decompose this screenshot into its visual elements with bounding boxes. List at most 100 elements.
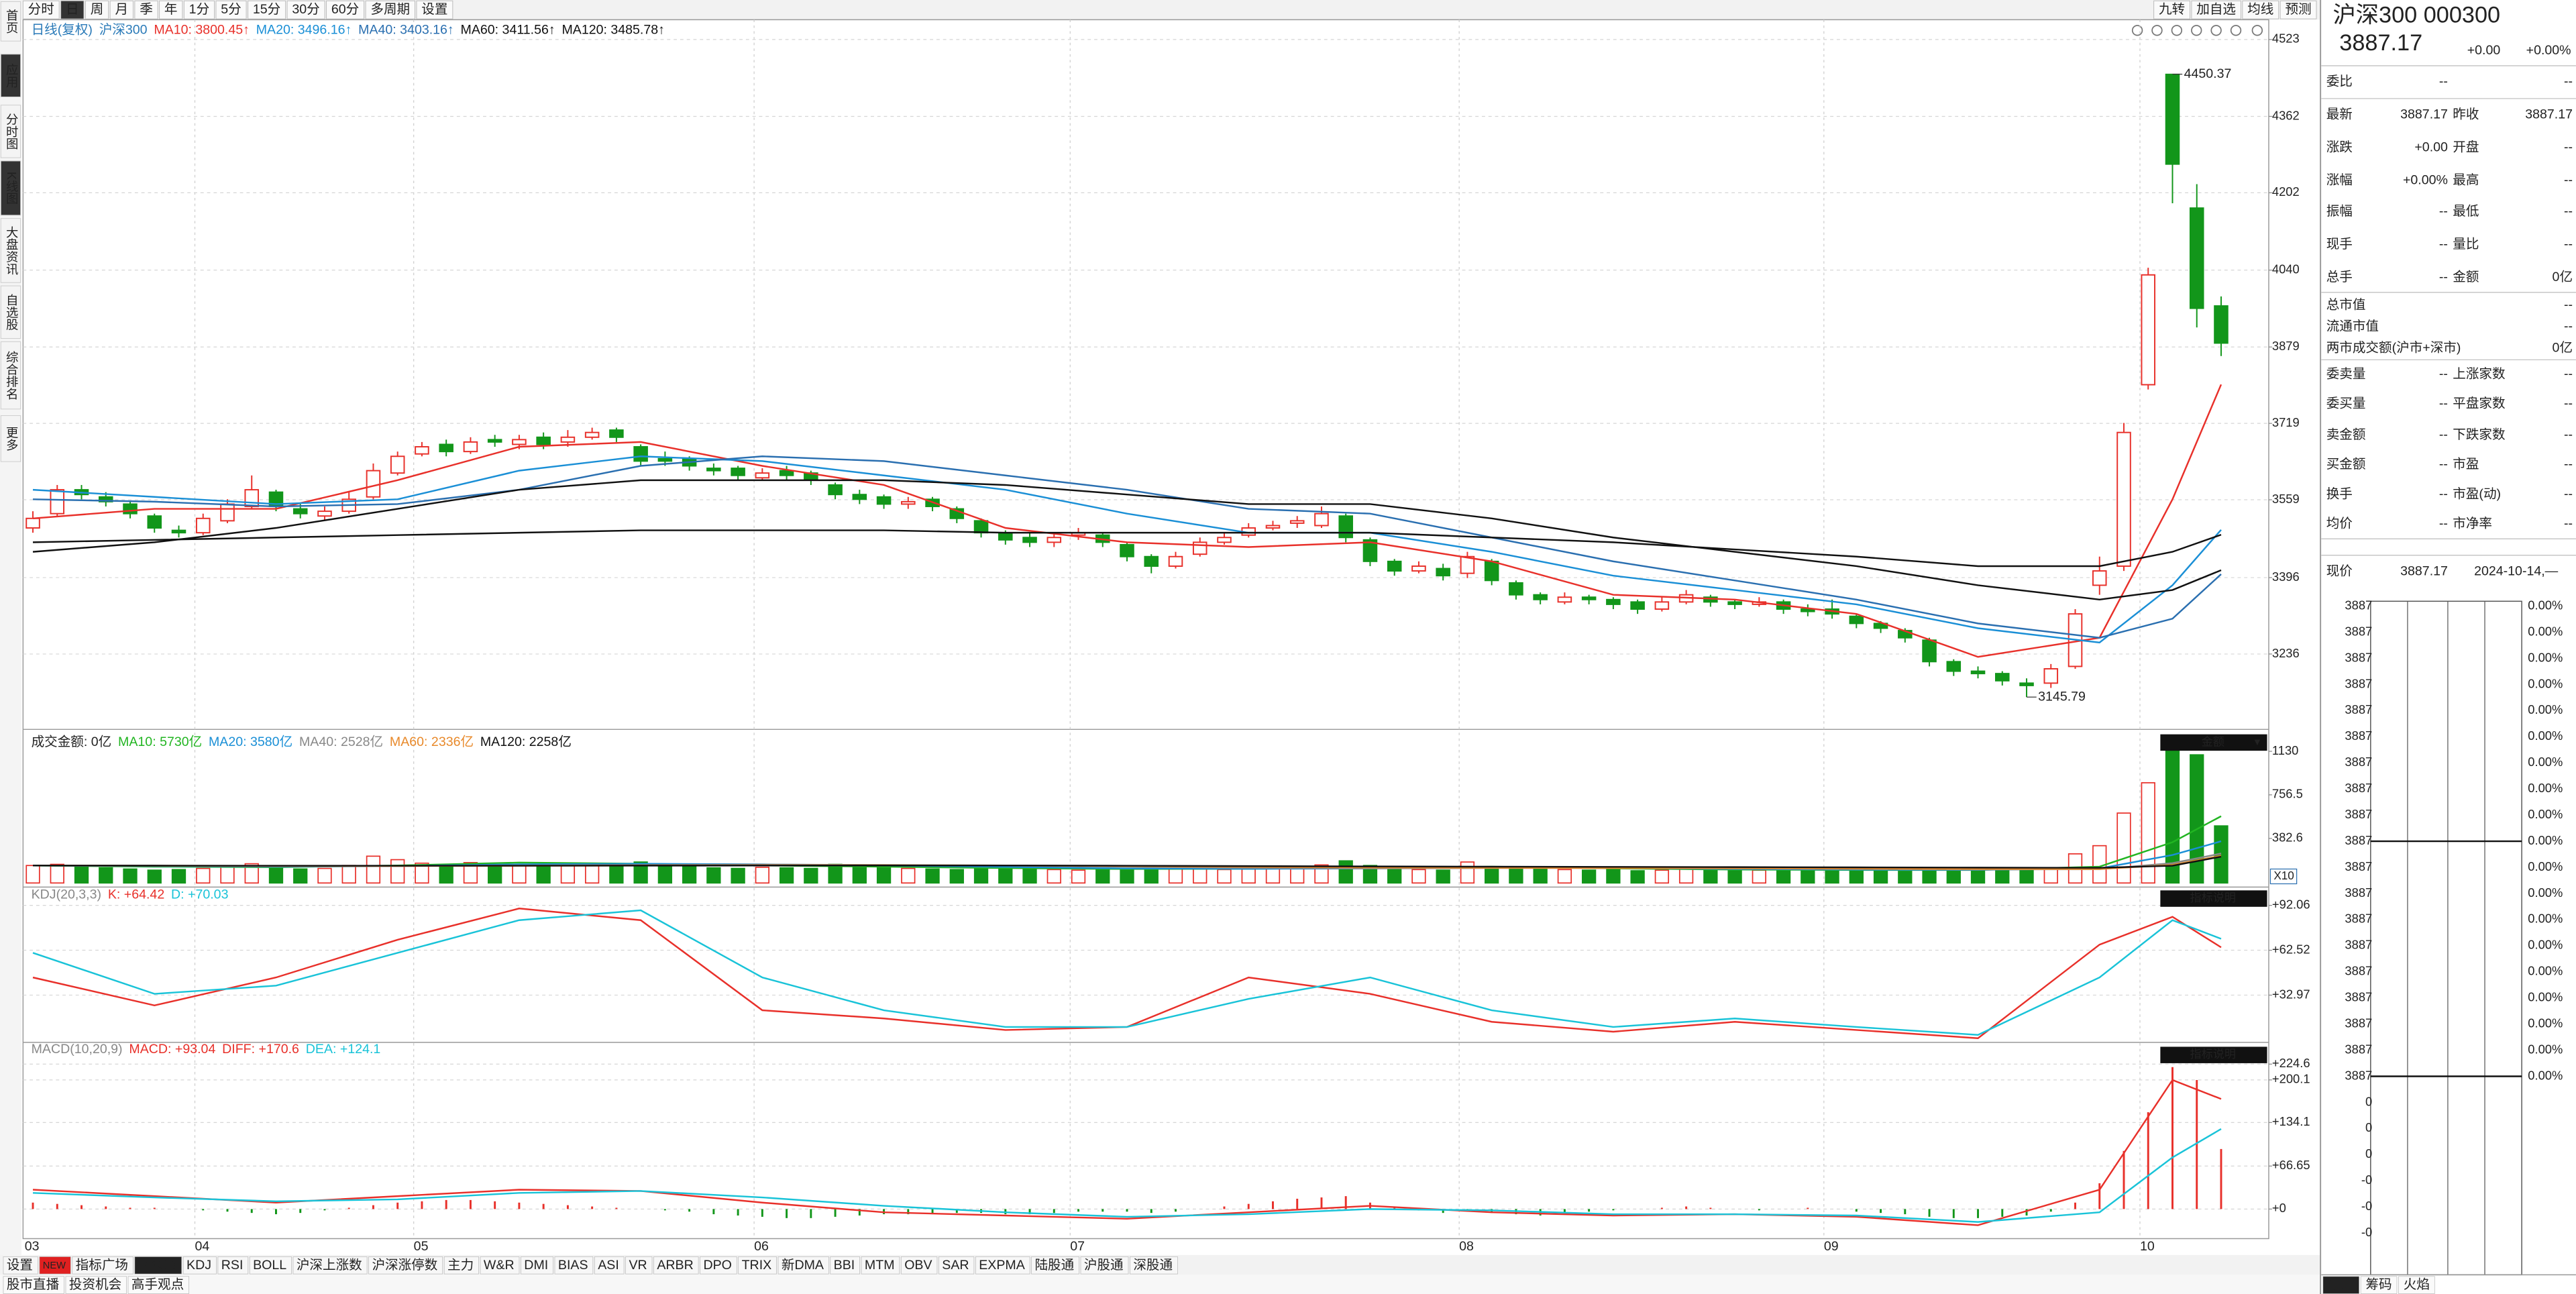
panel-tab[interactable]: 分时 <box>2328 1277 2354 1292</box>
panel-tab[interactable]: 筹码 <box>2365 1277 2392 1292</box>
tool-icon[interactable] <box>2230 25 2242 36</box>
indicator-tab[interactable]: 主力 <box>447 1258 474 1273</box>
sidebar-item[interactable]: 更多 <box>5 426 19 451</box>
legend-entry: MA120: 3485.78↑ <box>561 22 664 37</box>
tool-button-bg <box>2153 0 2190 19</box>
indicator-tab-bg <box>594 1256 625 1275</box>
panel-tab[interactable]: 火焰 <box>2404 1277 2430 1292</box>
volume-bar <box>804 867 818 884</box>
indicator-tab[interactable]: 设置 <box>7 1258 33 1273</box>
period-tab[interactable]: 分时 <box>28 2 54 17</box>
indicator-tab[interactable]: EXPMA <box>979 1258 1025 1273</box>
period-tab[interactable]: 1分 <box>189 2 209 17</box>
bottom-tab[interactable]: 股市直播 <box>7 1277 60 1292</box>
new-badge[interactable]: NEW <box>43 1260 66 1271</box>
ladder-pct: 0.00% <box>2528 650 2563 664</box>
indicator-tab[interactable]: BBI <box>834 1258 855 1273</box>
legend-entry: 沪深300 <box>99 22 148 37</box>
legend-entry: MA40: 3403.16↑ <box>358 22 454 37</box>
y-tick-label: 1130 <box>2272 743 2298 757</box>
period-tab[interactable]: 月 <box>115 2 128 17</box>
indicator-tab[interactable]: TRIX <box>742 1258 772 1273</box>
indicator-tab[interactable]: 沪股通 <box>1084 1258 1124 1273</box>
panel-button[interactable]: 指标说明 <box>2190 1047 2236 1061</box>
indicator-tab[interactable]: KDJ <box>186 1258 211 1273</box>
indicator-tab[interactable]: DMI <box>524 1258 548 1273</box>
tool-icon[interactable] <box>2191 25 2202 36</box>
period-tab[interactable]: 多周期 <box>370 2 410 17</box>
x-tick-label: 10 <box>2140 1239 2155 1254</box>
indicator-tab[interactable]: MACD <box>138 1258 177 1273</box>
x-tick-label: 03 <box>25 1239 40 1254</box>
period-tab[interactable]: 周 <box>91 2 104 17</box>
period-tab[interactable]: 日 <box>66 2 79 17</box>
indicator-tab[interactable]: 沪深上涨数 <box>297 1258 362 1273</box>
indicator-tab[interactable]: OBV <box>904 1258 932 1273</box>
indicator-tab[interactable]: DPO <box>703 1258 731 1273</box>
period-tab[interactable]: 30分 <box>292 2 319 17</box>
indicator-tab[interactable]: W&R <box>484 1258 515 1273</box>
sidebar-item[interactable]: 大盘资讯 <box>5 226 19 275</box>
bottom-tab[interactable]: 投资机会 <box>69 1277 121 1292</box>
sidebar-item[interactable]: K线图 <box>5 172 19 205</box>
y-tick-label: 3879 <box>2272 339 2300 353</box>
indicator-tab[interactable]: 陆股通 <box>1034 1258 1074 1273</box>
x-tick-label: 08 <box>1459 1239 1474 1254</box>
indicator-tab[interactable]: 沪深涨停数 <box>372 1258 437 1273</box>
legend-entry: MACD: +93.04 <box>129 1042 215 1057</box>
sidebar-item[interactable]: 首页 <box>5 9 19 34</box>
tool-button[interactable]: 预测 <box>2285 2 2311 17</box>
period-tab[interactable]: 15分 <box>253 2 280 17</box>
quote-label: 总手 <box>2326 270 2353 284</box>
period-tab[interactable]: 年 <box>164 2 178 17</box>
sidebar-item[interactable]: 自选股 <box>5 294 19 331</box>
y-tick-label: 3719 <box>2272 415 2300 429</box>
indicator-tab[interactable]: VR <box>629 1258 647 1273</box>
indicator-tab[interactable]: 深股通 <box>1133 1258 1173 1273</box>
indicator-tab[interactable]: MTM <box>865 1258 895 1273</box>
indicator-tab[interactable]: ASI <box>598 1258 619 1273</box>
sidebar-item-bg <box>0 54 21 97</box>
indicator-tab[interactable]: RSI <box>221 1258 244 1273</box>
sidebar-item[interactable]: 综合排名 <box>5 351 19 400</box>
period-tab[interactable]: 季 <box>140 2 153 17</box>
panel-button[interactable]: 指标说明 <box>2190 891 2236 904</box>
low-annotation: 3145.79 <box>2038 689 2086 704</box>
candle-body <box>1533 594 1548 600</box>
tool-icon[interactable] <box>2171 25 2183 36</box>
tool-button[interactable]: 均线 <box>2247 2 2273 17</box>
tool-icon[interactable] <box>2131 25 2143 36</box>
tool-icon[interactable] <box>2151 25 2163 36</box>
candle-body <box>195 517 211 534</box>
candle-body <box>609 429 624 438</box>
tool-button[interactable]: 加自选 <box>2196 2 2236 17</box>
volume-bar <box>1411 869 1426 884</box>
volume-bar <box>2019 867 2034 884</box>
candle-body <box>1630 601 1645 610</box>
indicator-tab[interactable]: BIAS <box>558 1258 588 1273</box>
period-tab[interactable]: 5分 <box>221 2 241 17</box>
panel-tab-bg <box>2398 1276 2435 1294</box>
volume-bar <box>1898 871 1913 884</box>
bottom-tab[interactable]: 高手观点 <box>131 1277 184 1292</box>
indicator-tab[interactable]: BOLL <box>253 1258 286 1273</box>
sidebar-item[interactable]: 分时图 <box>5 113 19 150</box>
tool-button[interactable]: 九转 <box>2159 2 2185 17</box>
period-tab[interactable]: 设置 <box>421 2 447 17</box>
tool-icon[interactable] <box>2251 25 2263 36</box>
indicator-tab[interactable]: 指标广场 <box>76 1258 128 1273</box>
volume-bar <box>415 862 429 884</box>
quote-value: -- <box>2564 140 2573 155</box>
sidebar-item[interactable]: 应用 <box>5 63 19 88</box>
indicator-tab-bg <box>1031 1256 1079 1275</box>
y-tick-label: +224.6 <box>2272 1056 2310 1070</box>
indicator-tab[interactable]: ARBR <box>657 1258 693 1273</box>
panel-button[interactable]: 金额 <box>2202 735 2224 748</box>
period-tab[interactable]: 60分 <box>331 2 359 17</box>
indicator-tab[interactable]: SAR <box>942 1258 969 1273</box>
volume-bar <box>682 866 697 884</box>
quote-value: 0亿 <box>2553 270 2573 284</box>
tool-icon[interactable] <box>2210 25 2222 36</box>
indicator-tab[interactable]: 新DMA <box>782 1258 824 1273</box>
ladder-price: 3887 <box>2345 833 2372 847</box>
